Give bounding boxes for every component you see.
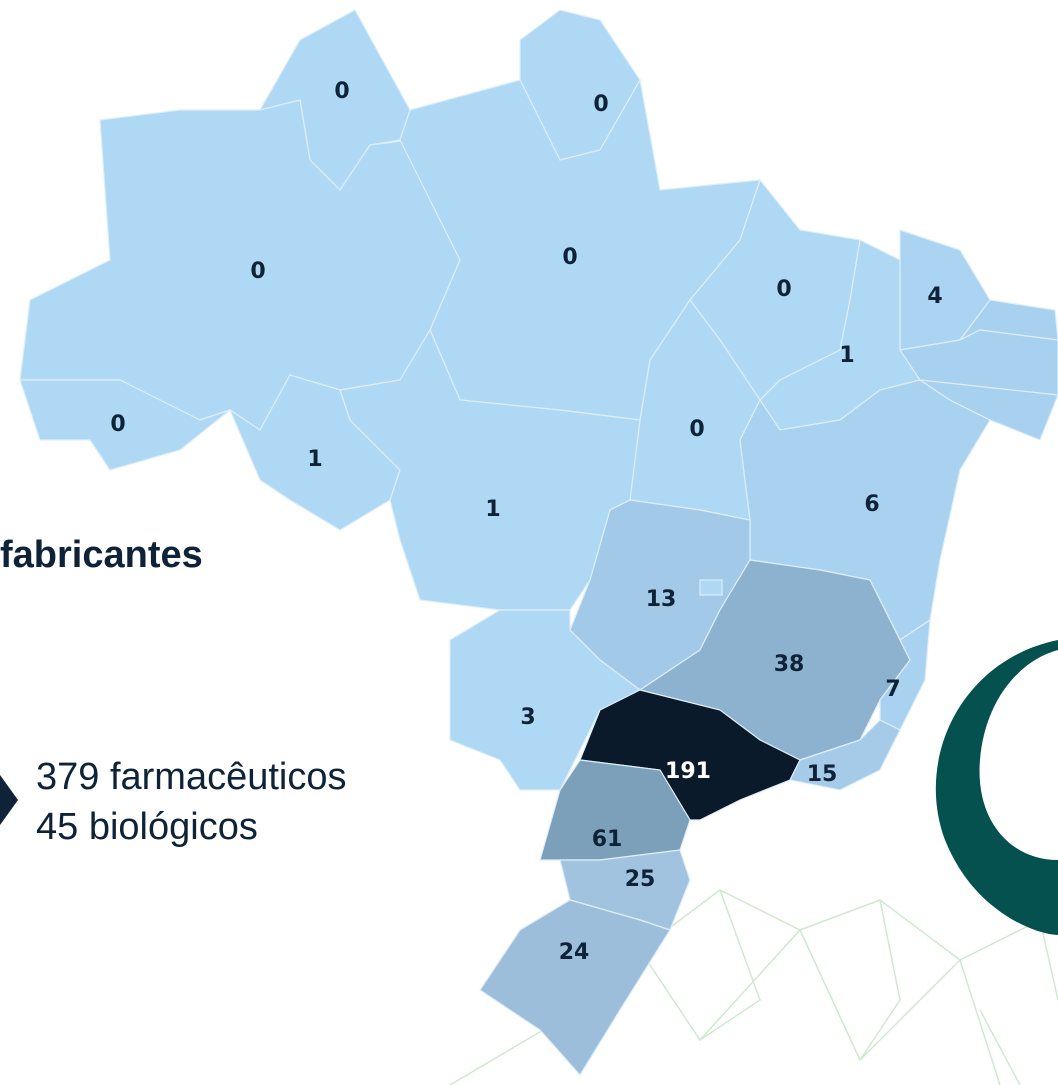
state-value: 7 [885,677,900,702]
state-value: 0 [593,92,608,117]
state-value: 3 [520,705,535,730]
state-value: 0 [250,259,265,284]
states [19,9,991,1077]
state-value: 0 [776,277,791,302]
state-value: 6 [864,492,879,517]
network-decoration [449,889,1058,1085]
state [19,379,231,471]
state-value: 0 [334,79,349,104]
state-value: 15 [807,762,838,787]
state-value: 1 [839,343,854,368]
state-value: 38 [774,652,805,677]
state-value: 61 [592,827,623,852]
chevron [0,775,18,825]
logo-crescent [935,640,1058,935]
state [699,579,723,596]
state-value: 0 [562,245,577,270]
state-value: 13 [646,587,677,612]
state [449,609,642,791]
state-value: 0 [689,417,704,442]
state [579,689,801,821]
state [919,379,1058,441]
state-value: 4 [927,284,942,309]
state-value: 191 [665,759,711,784]
state-value: 0 [110,412,125,437]
title: fabricantes [0,534,203,576]
state-value: 1 [485,497,500,522]
summary-line: 379 farmacêuticos [36,756,347,798]
unlabeled-states [699,299,1058,596]
summary-line: 45 biológicos [36,806,258,848]
state-value: 24 [559,940,590,965]
state [789,719,901,791]
state [898,329,1058,396]
state-value: 25 [625,867,656,892]
state-value: 1 [307,447,322,472]
state [479,899,671,1077]
